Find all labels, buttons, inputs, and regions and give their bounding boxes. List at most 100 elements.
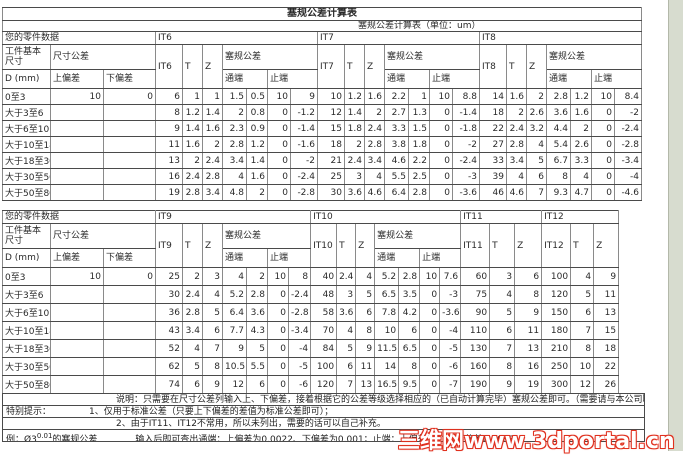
upper-deviation-cell[interactable] xyxy=(50,152,104,169)
it11-value-cell: 8 xyxy=(514,285,543,304)
gauge-tolerance-header: 塞规公差 xyxy=(374,223,462,249)
it8-value-cell: 8 xyxy=(546,168,571,185)
it7-value-cell: 2.2 xyxy=(408,152,430,169)
it8-value-cell: 2.8 xyxy=(506,136,527,153)
upper-deviation-cell[interactable] xyxy=(50,120,104,137)
it12-value-cell: 8 xyxy=(570,339,595,358)
it9-value-cell: 5 xyxy=(182,357,203,376)
lower-deviation-cell[interactable] xyxy=(103,104,156,121)
it6-value-cell: 2.3 xyxy=(222,120,247,137)
it6-value-cell: 0 xyxy=(267,152,291,169)
it7-value-cell: 10 xyxy=(317,88,345,105)
lower-deviation-cell[interactable] xyxy=(103,184,156,201)
upper-deviation-cell[interactable] xyxy=(50,339,104,358)
lower-deviation-cell[interactable]: 0 xyxy=(103,88,156,105)
lower-deviation-cell[interactable] xyxy=(103,168,156,185)
it10-value-cell: 8 xyxy=(398,357,421,376)
upper-deviation-cell[interactable] xyxy=(50,303,104,322)
nogo-end-header: 止端 xyxy=(266,248,312,268)
t-column-header: T xyxy=(182,44,203,89)
it12-value-cell: 210 xyxy=(541,339,572,358)
lower-deviation-cell[interactable] xyxy=(103,136,156,153)
it10-value-cell: -3 xyxy=(439,285,462,304)
lower-deviation-cell[interactable]: 0 xyxy=(103,267,156,286)
lower-deviation-cell[interactable] xyxy=(103,120,156,137)
upper-deviation-cell[interactable] xyxy=(50,136,104,153)
it10-value-cell: 48 xyxy=(310,285,338,304)
it12-value-cell: 6 xyxy=(570,303,595,322)
it8-value-cell: 4 xyxy=(570,168,592,185)
lower-deviation-cell[interactable] xyxy=(103,285,156,304)
upper-deviation-cell[interactable] xyxy=(50,104,104,121)
special-tip-label: 特别提示： xyxy=(6,407,52,417)
lower-deviation-cell[interactable] xyxy=(103,375,156,394)
it10-value-cell: 0 xyxy=(419,321,441,340)
it10-value-cell: 6 xyxy=(336,357,357,376)
it7-value-cell: 5.5 xyxy=(384,168,409,185)
it10-value-cell: 5.2 xyxy=(374,267,400,286)
upper-deviation-cell[interactable] xyxy=(50,285,104,304)
it8-value-cell: 4.7 xyxy=(570,184,592,201)
upper-deviation-cell[interactable] xyxy=(50,357,104,376)
it11-value-cell: 190 xyxy=(460,375,491,394)
nogo-end-header: 止端 xyxy=(429,69,480,89)
table-row: 大于18至30 13 2 2.4 3.4 1.4 0 -2 21 2.4 3.4 4.6 2.2 0 -2.… xyxy=(2,152,642,169)
upper-deviation-cell[interactable]: 10 xyxy=(50,88,104,105)
it7-value-cell: 4 xyxy=(364,168,385,185)
section-header-it11: IT11 xyxy=(460,210,543,224)
it6-value-cell: 2.8 xyxy=(202,168,223,185)
lower-deviation-cell[interactable] xyxy=(103,152,156,169)
it6-value-cell: 2 xyxy=(246,184,268,201)
lower-deviation-cell[interactable] xyxy=(103,339,156,358)
bottom-table-body: 0至3 10 0 25 2 3 4 2 10 8 40 2.4 4 5.2 2.8 10 7.6 60 3 6 100 4… xyxy=(2,267,620,394)
it9-value-cell: -5 xyxy=(287,357,312,376)
size-range-label: 大于3至6 xyxy=(2,285,51,304)
it6-value-cell: 6 xyxy=(155,88,183,105)
it9-value-cell: 9 xyxy=(202,375,223,394)
tip-1-text: 1、仅用于标准公差（只要上下偏差的差值为标准公差即可）； xyxy=(89,407,334,417)
lower-deviation-cell[interactable] xyxy=(103,321,156,340)
lower-deviation-cell[interactable] xyxy=(103,357,156,376)
it9-value-cell: 36 xyxy=(155,303,183,322)
it7-value-cell: 2 xyxy=(344,136,365,153)
t-column-header: T xyxy=(182,223,203,268)
it10-value-cell: 6.5 xyxy=(374,285,400,304)
table-row: 大于10至18 11 1.6 2 2.8 1.2 0 -1.6 18 2 2.8 3.8 1.8 0 -2 2… xyxy=(2,136,642,153)
it8-value-cell: 27 xyxy=(479,136,507,153)
it7-value-cell: 2.4 xyxy=(364,120,385,137)
table-row: 0至3 10 0 6 1 1 1.5 0.5 10 9 10 1.2 1.6 2.2 1 10 8.8 14 1.6… xyxy=(2,88,642,105)
it8-value-cell: 6 xyxy=(526,168,547,185)
it8-value-cell: -2.8 xyxy=(614,136,642,153)
upper-deviation-cell[interactable] xyxy=(50,375,104,394)
upper-deviation-cell[interactable]: 10 xyxy=(50,267,104,286)
it11-value-cell: 3 xyxy=(489,267,516,286)
it10-value-cell: 4 xyxy=(355,267,376,286)
it8-value-cell: 3.2 xyxy=(526,120,547,137)
it6-value-cell: 1.4 xyxy=(182,120,203,137)
upper-deviation-cell[interactable] xyxy=(50,321,104,340)
it6-value-cell: 0 xyxy=(267,136,291,153)
upper-deviation-cell[interactable] xyxy=(50,168,104,185)
it6-value-cell: 1.6 xyxy=(202,120,223,137)
it7-value-cell: -1.4 xyxy=(452,104,480,121)
it8-value-cell: 2.6 xyxy=(526,104,547,121)
gauge-tolerance-header: 塞规公差 xyxy=(222,44,318,70)
size-range-label: 大于18至30 xyxy=(2,339,51,358)
d-mm-header: D (mm) xyxy=(2,69,51,89)
go-end-header: 通端 xyxy=(222,248,268,268)
it9-value-cell: 3 xyxy=(202,267,223,286)
upper-deviation-cell[interactable] xyxy=(50,184,104,201)
it6-value-cell: 0 xyxy=(267,184,291,201)
it9-value-cell: 52 xyxy=(155,339,183,358)
it6-column-header: IT6 xyxy=(155,44,183,89)
it8-value-cell: 6.7 xyxy=(546,152,571,169)
it7-value-cell: 1.5 xyxy=(408,120,430,137)
it12-value-cell: 7 xyxy=(570,321,595,340)
lower-deviation-cell[interactable] xyxy=(103,303,156,322)
basic-size-header: 工件基本尺寸 xyxy=(2,44,51,70)
it8-value-cell: 4.6 xyxy=(506,184,527,201)
it6-value-cell: 0.9 xyxy=(246,120,268,137)
it10-value-cell: 9 xyxy=(355,339,376,358)
it6-value-cell: 0.8 xyxy=(246,104,268,121)
it6-value-cell: -1.6 xyxy=(290,136,318,153)
